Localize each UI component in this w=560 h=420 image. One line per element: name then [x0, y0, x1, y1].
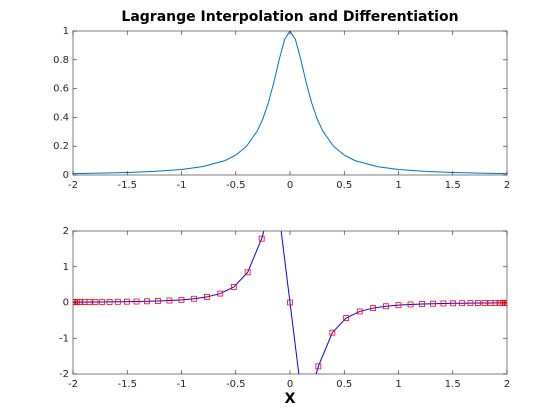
y-tick-label: 0.2 [53, 141, 69, 152]
x-tick-label: -0.5 [226, 379, 246, 390]
marker [475, 300, 481, 306]
y-tick-label: -2 [59, 369, 69, 380]
plot-area [73, 31, 507, 175]
marker [430, 300, 436, 307]
x-tick-label: -0.5 [226, 180, 246, 191]
x-tick-label: 1.5 [445, 180, 461, 191]
y-tick-label: 0.4 [53, 112, 69, 123]
x-tick-label: 0.5 [336, 379, 352, 390]
marker [343, 315, 350, 321]
x-tick-label: 2 [504, 180, 510, 191]
marker [407, 301, 414, 308]
marker [315, 363, 322, 370]
marker [329, 329, 336, 336]
marker [133, 298, 140, 305]
y-tick-label: 0.6 [53, 84, 69, 95]
marker [92, 299, 99, 305]
marker [178, 296, 185, 303]
marker [356, 308, 363, 315]
marker [440, 300, 447, 307]
x-tick-label: 2 [504, 379, 510, 390]
marker [74, 299, 81, 306]
x-tick-label: 1 [395, 379, 401, 390]
y-tick-label: 1 [63, 262, 69, 273]
marker [504, 299, 507, 306]
marker [155, 298, 161, 304]
x-tick-label: 0 [287, 180, 293, 191]
x-axis-label: X [285, 391, 296, 407]
marker [86, 299, 93, 305]
marker [99, 299, 105, 305]
x-tick-label: -1.5 [117, 379, 137, 390]
marker [230, 284, 237, 290]
x-tick-label: 1.5 [445, 379, 461, 390]
marker [204, 294, 210, 300]
marker [166, 297, 173, 304]
marker [244, 269, 251, 276]
marker [77, 299, 84, 306]
marker [123, 298, 130, 305]
y-tick-label: 1 [63, 26, 69, 37]
marker [144, 298, 150, 305]
marker [114, 298, 121, 305]
marker [370, 305, 376, 311]
y-tick-label: 0 [63, 170, 69, 181]
marker [459, 300, 466, 307]
chart-title: Lagrange Interpolation and Differentiati… [121, 9, 458, 25]
marker [419, 301, 425, 307]
x-tick-label: 0.5 [336, 180, 352, 191]
marker [481, 300, 488, 306]
y-tick-label: 2 [63, 226, 69, 237]
line [73, 231, 507, 374]
marker [258, 235, 265, 242]
x-tick-label: -2 [68, 180, 78, 191]
x-tick-label: -1.5 [117, 180, 137, 191]
marker [492, 300, 499, 306]
marker [395, 302, 402, 309]
x-tick-label: -1 [177, 180, 187, 191]
marker [450, 300, 457, 307]
y-tick-label: -1 [59, 333, 69, 344]
marker [191, 295, 197, 302]
plot-area [73, 231, 507, 374]
marker [496, 299, 503, 306]
y-tick-label: 0 [63, 298, 69, 309]
line [73, 31, 507, 175]
marker [287, 299, 293, 306]
marker [383, 303, 389, 310]
x-tick-label: 1 [395, 180, 401, 191]
x-tick-label: -2 [68, 379, 78, 390]
x-tick-label: -1 [177, 379, 187, 390]
marker [106, 298, 113, 305]
y-tick-label: 0.8 [53, 55, 69, 66]
marker [217, 290, 224, 297]
marker [467, 300, 474, 307]
x-tick-label: 0 [287, 379, 293, 390]
marker [73, 299, 76, 306]
